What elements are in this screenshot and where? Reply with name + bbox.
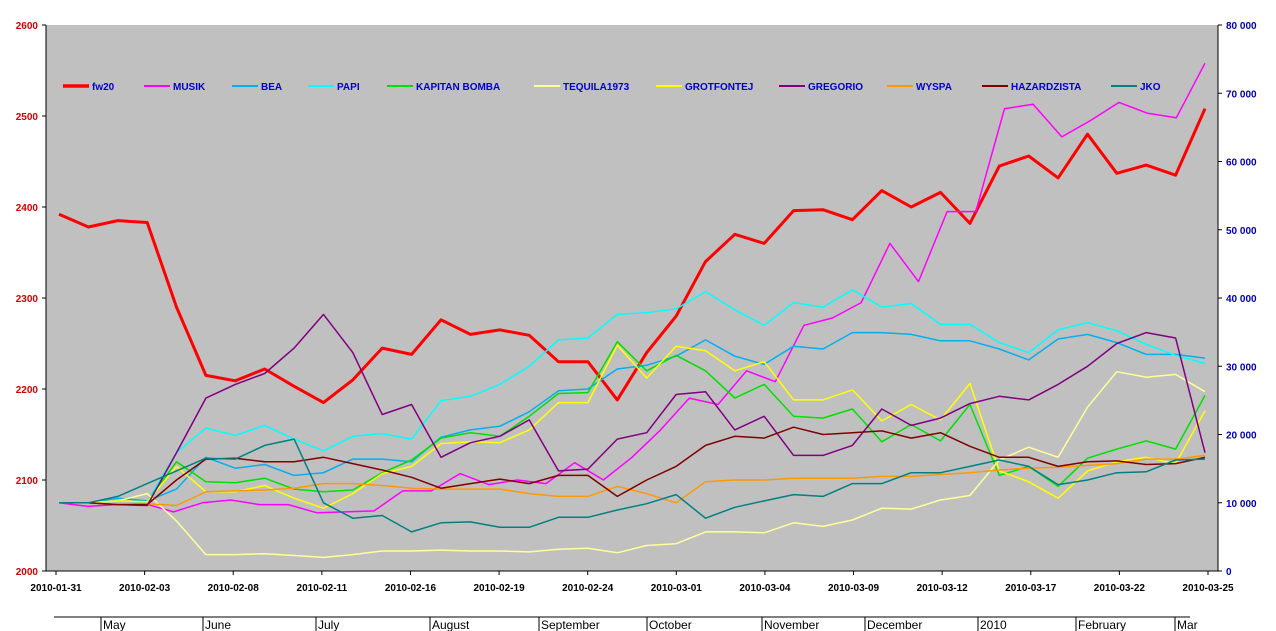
- y-axis-left: 2000 2100 2200 2300 2400 2500 2600: [16, 21, 46, 578]
- series-line-kapitan-bomba: [59, 340, 1206, 504]
- x2-tick-label: 2010: [980, 618, 1007, 631]
- x-tick-label: 2010-02-24: [562, 583, 614, 594]
- y2-tick-label: 20 000: [1226, 431, 1257, 442]
- legend-label: TEQUILA1973: [563, 82, 630, 93]
- x-tick-label: 2010-02-11: [297, 583, 348, 594]
- legend-label: MUSIK: [173, 82, 206, 93]
- x-tick-label: 2010-03-01: [651, 583, 703, 594]
- y2-tick-label: 30 000: [1226, 362, 1257, 373]
- x-tick-label: 2010-02-16: [385, 583, 437, 594]
- series-line-bea: [59, 331, 1206, 504]
- x-tick-label: 2010-03-04: [739, 583, 791, 594]
- x-tick-label: 2010-03-22: [1094, 583, 1146, 594]
- legend-label: GROTFONTEJ: [685, 82, 753, 93]
- y2-tick-label: 80 000: [1226, 21, 1257, 32]
- x2-tick-label: May: [103, 618, 126, 631]
- series-line-fw20: [58, 108, 1207, 405]
- x-tick-label: 2010-03-17: [1005, 583, 1057, 594]
- y-tick-label: 2400: [16, 203, 39, 214]
- series-line-gregorio: [59, 313, 1206, 507]
- x2-tick-label: November: [764, 618, 819, 631]
- y2-tick-label: 40 000: [1226, 294, 1257, 305]
- y2-tick-label: 10 000: [1226, 499, 1257, 510]
- y2-tick-label: 0: [1226, 567, 1232, 578]
- x2-tick-label: Mar: [1177, 618, 1198, 631]
- y-tick-label: 2100: [16, 476, 39, 487]
- series-group: [58, 62, 1207, 559]
- y-axis-right: 0 10 000 20 000 30 000 40 000 50 000 60 000 70 …: [1218, 21, 1257, 578]
- x2-tick-label: September: [541, 618, 600, 631]
- x2-tick-label: February: [1078, 618, 1126, 631]
- y-tick-label: 2200: [16, 385, 39, 396]
- series-line-tequila1973: [59, 370, 1206, 559]
- x-tick-label: 2010-03-12: [917, 583, 969, 594]
- x-tick-label: 2010-01-31: [30, 583, 82, 594]
- y2-tick-label: 50 000: [1226, 226, 1257, 237]
- x2-tick-label: July: [318, 618, 339, 631]
- series-line-hazardzista: [59, 426, 1206, 506]
- series-line-wyspa: [59, 454, 1206, 507]
- legend: fw20 MUSIK BEA PAPI KAPITAN BOMBA TEQUILA1973…: [63, 82, 1161, 93]
- x-tick-label: 2010-03-25: [1182, 583, 1234, 594]
- x-tick-label: 2010-03-09: [828, 583, 880, 594]
- series-line-jko: [59, 438, 1206, 533]
- series-line-grotfontej: [59, 344, 1206, 509]
- legend-label: HAZARDZISTA: [1011, 82, 1081, 93]
- y-tick-label: 2300: [16, 294, 39, 305]
- y2-tick-label: 70 000: [1226, 89, 1257, 100]
- legend-label: BEA: [261, 82, 282, 93]
- y2-tick-label: 60 000: [1226, 158, 1257, 169]
- legend-label: JKO: [1140, 82, 1161, 93]
- x2-tick-label: August: [432, 618, 470, 631]
- series-line-musik: [58, 62, 1206, 514]
- x-tick-label: 2010-02-19: [473, 583, 525, 594]
- x-tick-label: 2010-02-03: [119, 583, 171, 594]
- legend-label: GREGORIO: [808, 82, 863, 93]
- x-tick-label: 2010-02-08: [208, 583, 260, 594]
- x-axis: 2010-01-31 2010-02-03 2010-02-08 2010-02-11…: [30, 571, 1234, 594]
- y-tick-label: 2600: [16, 21, 39, 32]
- x2-tick-label: June: [205, 618, 231, 631]
- legend-label: WYSPA: [916, 82, 952, 93]
- y-tick-label: 2000: [16, 567, 39, 578]
- y-tick-label: 2500: [16, 112, 39, 123]
- legend-label: KAPITAN BOMBA: [416, 82, 500, 93]
- legend-label: fw20: [92, 82, 115, 93]
- legend-label: PAPI: [337, 82, 360, 93]
- x-axis-secondary: May June July August September October Novembe…: [54, 616, 1198, 631]
- series-line-papi: [59, 289, 1206, 504]
- x2-tick-label: December: [867, 618, 922, 631]
- x2-tick-label: October: [649, 618, 692, 631]
